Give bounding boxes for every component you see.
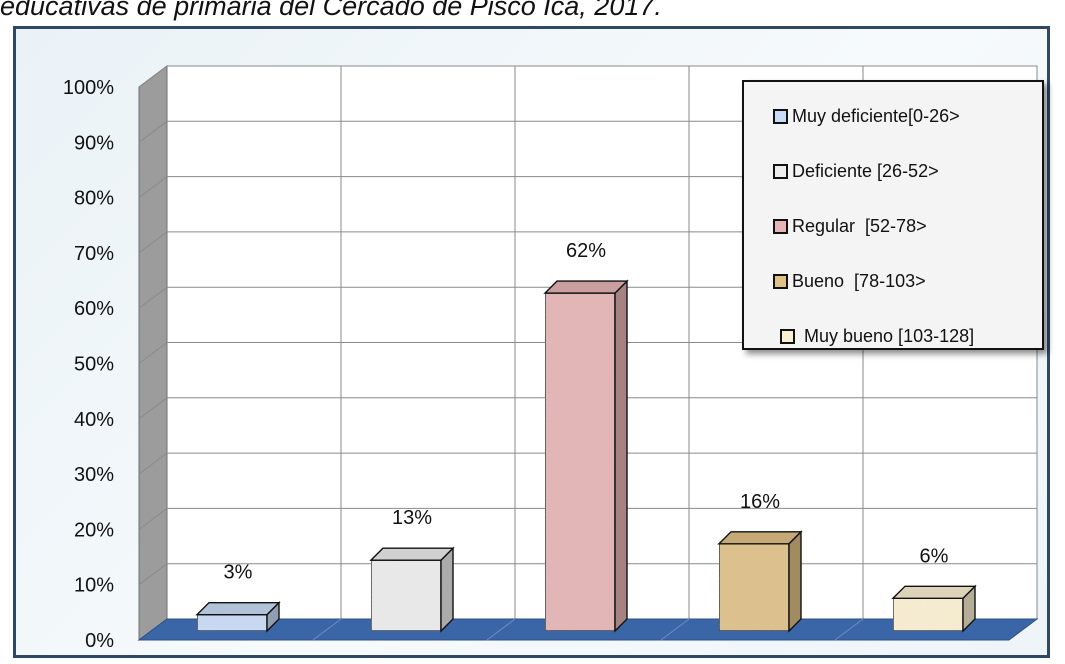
bar-front	[370, 559, 442, 632]
bar-top	[717, 531, 803, 545]
gridline-horizontal	[138, 452, 1037, 475]
legend-swatch	[773, 218, 788, 234]
bar-5	[891, 584, 977, 633]
y-tick-label: 50%	[74, 354, 114, 376]
legend-item: Muy deficiente[0-26>	[773, 101, 1065, 131]
data-label: 3%	[224, 562, 253, 584]
legend-swatch	[773, 108, 788, 124]
y-tick-label: 90%	[74, 132, 114, 154]
y-tick-label: 70%	[74, 243, 114, 265]
legend-swatch	[773, 273, 788, 289]
legend-label: Regular [52-78>	[792, 215, 927, 236]
gridline-horizontal	[138, 507, 1037, 530]
bar-front	[544, 292, 616, 632]
bar-top	[891, 585, 977, 599]
y-tick-label: 0%	[85, 630, 114, 652]
legend-label: Muy deficiente[0-26>	[792, 105, 960, 126]
bar-2	[369, 546, 455, 633]
bar-1	[195, 600, 281, 633]
legend-item: Regular [52-78>	[773, 211, 1065, 241]
data-label: 6%	[920, 545, 949, 567]
legend-item: Deficiente [26-52>	[773, 156, 1065, 186]
chart-legend: Muy deficiente[0-26> Deficiente [26-52> Re…	[742, 80, 1044, 350]
bar-3	[543, 279, 629, 633]
y-tick-label: 40%	[74, 409, 114, 431]
y-tick-label: 10%	[74, 575, 114, 597]
legend-label: Bueno [78-103>	[792, 270, 926, 291]
legend-label: Muy bueno [103-128]	[799, 325, 975, 346]
bar-front	[196, 613, 268, 632]
y-tick-label: 80%	[74, 188, 114, 210]
y-tick-label: 20%	[74, 519, 114, 541]
legend-swatch	[780, 328, 795, 344]
gridline-horizontal	[138, 65, 1037, 88]
floor-divider	[660, 618, 690, 641]
data-label: 62%	[566, 240, 606, 262]
bar-side	[614, 279, 628, 633]
chart-frame: 0% 10% 20% 30% 40% 50% 60% 70% 80% 90% 100% 3% 13% 6…	[13, 26, 1050, 658]
gridline-horizontal	[138, 397, 1037, 420]
floor-divider	[312, 618, 342, 641]
floor-divider	[834, 618, 864, 641]
bar-top	[543, 280, 629, 294]
bar-top	[195, 601, 281, 616]
bar-front	[892, 597, 964, 632]
bar-side	[788, 530, 802, 633]
bar-side	[440, 546, 454, 633]
figure-caption: educativas de primaria del Cercado de Pi…	[0, 0, 662, 21]
data-label: 16%	[740, 491, 780, 513]
legend-swatch	[773, 163, 788, 179]
bar-front	[718, 543, 790, 632]
legend-item: Bueno [78-103>	[773, 266, 1065, 296]
legend-label: Deficiente [26-52>	[792, 160, 939, 181]
y-tick-label: 30%	[74, 464, 114, 486]
legend-item: Muy bueno [103-128]	[780, 321, 1065, 351]
y-tick-label: 100%	[63, 77, 114, 99]
y-tick-label: 60%	[74, 298, 114, 320]
data-label: 13%	[392, 507, 432, 529]
floor-divider	[486, 618, 516, 641]
bar-4	[717, 530, 803, 633]
bar-top	[369, 547, 455, 561]
